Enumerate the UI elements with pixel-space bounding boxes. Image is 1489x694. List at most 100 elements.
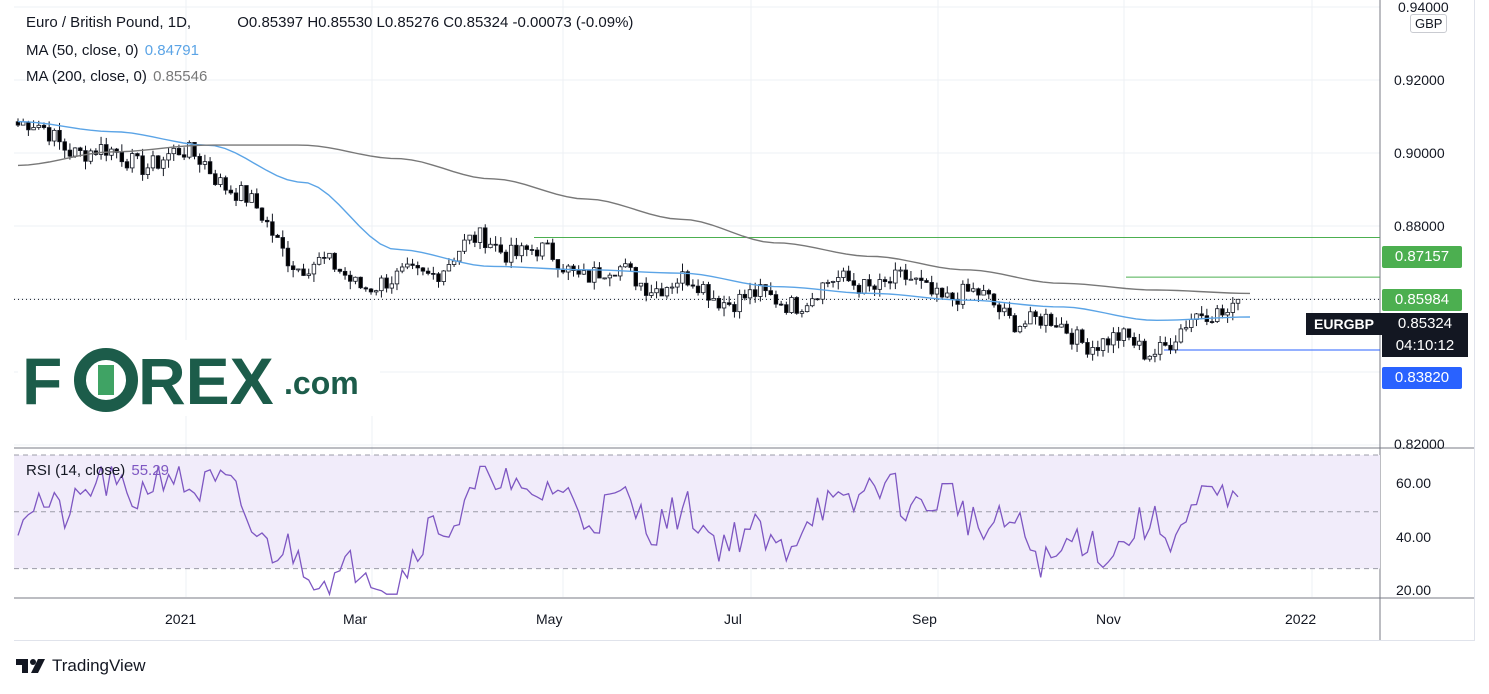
candle-body: [98, 144, 104, 155]
candle-body: [685, 271, 690, 286]
candle-body: [1090, 347, 1095, 355]
candle-body: [1033, 311, 1038, 317]
rsi-tick-60: 60.00: [1396, 475, 1432, 491]
rsi-legend[interactable]: RSI (14, close) 55.29: [26, 462, 169, 479]
candle-body: [711, 297, 716, 301]
candle-body: [1225, 312, 1230, 316]
currency-label[interactable]: GBP: [1410, 14, 1448, 33]
resistance-lower-tag[interactable]: 0.85984: [1382, 289, 1462, 311]
forex-logo-graphic: F REX .com: [22, 344, 359, 416]
candle-body: [1043, 313, 1049, 326]
bar-countdown: 04:10:12: [1395, 337, 1455, 354]
candle-body: [929, 282, 934, 295]
candle-body: [1152, 353, 1158, 357]
candle-body: [1111, 332, 1116, 346]
candle-body: [1147, 355, 1152, 360]
candle-body: [218, 177, 223, 185]
candle-body: [67, 149, 73, 157]
candle-body: [368, 288, 374, 293]
candle-body: [727, 302, 732, 305]
resistance-upper-tag[interactable]: 0.87157: [1382, 246, 1462, 268]
price-tick-092: 0.92000: [1394, 72, 1445, 88]
candle-body: [960, 283, 966, 305]
candle-body: [1209, 321, 1215, 323]
candle-body: [337, 268, 343, 272]
candle-body: [130, 153, 135, 169]
support-tag[interactable]: 0.83820: [1382, 367, 1462, 389]
candle-body: [545, 242, 550, 245]
forex-logo-o: [74, 348, 138, 412]
candle-body: [166, 153, 171, 161]
rsi-tick-20: 20.00: [1396, 582, 1432, 598]
candle-body: [862, 279, 867, 294]
candle-body: [316, 256, 322, 265]
current-price: 0.85324: [1397, 315, 1453, 332]
candle-body: [436, 273, 441, 282]
chart-canvas[interactable]: [14, 0, 1474, 640]
candle-body: [327, 252, 332, 259]
candle-body: [773, 294, 779, 305]
candle-body: [405, 263, 410, 268]
candle-body: [820, 282, 825, 300]
candle-body: [441, 270, 446, 282]
tradingview-footer[interactable]: TradingView: [16, 656, 146, 676]
candle-body: [789, 297, 794, 313]
candle-body: [78, 147, 83, 152]
candle-body: [654, 288, 659, 294]
candle-body: [322, 256, 327, 259]
candle-body: [1178, 328, 1184, 343]
candle-body: [72, 147, 78, 157]
current-price-tag[interactable]: 0.85324 04:10:12: [1382, 313, 1468, 357]
candle-body: [181, 154, 187, 158]
chart-frame[interactable]: [14, 0, 1475, 641]
candle-body: [290, 265, 296, 271]
candle-body: [1028, 311, 1033, 325]
forex-logo-o-mark: [98, 365, 114, 395]
candle-body: [176, 147, 182, 156]
candle-body: [62, 141, 67, 151]
candle-body: [825, 282, 831, 284]
candle-body: [493, 243, 498, 246]
candle-body: [903, 269, 908, 280]
symbol-tag[interactable]: EURGBP: [1306, 313, 1382, 335]
candle-body: [1157, 342, 1163, 355]
candle-body: [1080, 329, 1085, 343]
candle-body: [908, 278, 914, 281]
candle-body: [124, 161, 130, 169]
candle-body: [57, 129, 62, 143]
candle-body: [519, 245, 524, 257]
candle-body: [457, 250, 462, 262]
candle-body: [46, 127, 52, 142]
candle-body: [669, 286, 675, 289]
candle-body: [275, 234, 280, 238]
candle-body: [301, 268, 306, 276]
candle-body: [1121, 328, 1126, 341]
symbol-legend: Euro / British Pound, 1D, O0.85397 H0.85…: [26, 14, 633, 31]
symbol-name[interactable]: Euro / British Pound, 1D,: [26, 14, 192, 31]
candle-body: [508, 244, 514, 263]
candle-body: [306, 273, 311, 276]
candle-body: [763, 284, 768, 292]
rsi-value: 55.29: [131, 462, 169, 479]
candle-body: [1017, 325, 1023, 333]
ma200-legend[interactable]: MA (200, close, 0) 0.85546: [26, 68, 207, 85]
candle-body: [472, 234, 478, 243]
candle-body: [197, 155, 202, 165]
candle-body: [467, 234, 472, 241]
candle-body: [571, 265, 576, 271]
ma50-legend[interactable]: MA (50, close, 0) 0.84791: [26, 42, 199, 59]
candle-body: [1142, 340, 1147, 360]
candle-body: [758, 284, 763, 297]
candle-body: [285, 247, 291, 267]
candle-body: [399, 266, 405, 272]
candle-body: [1183, 327, 1189, 330]
candle-body: [841, 270, 846, 278]
candle-body: [742, 293, 748, 299]
candle-body: [836, 277, 841, 282]
candle-body: [26, 121, 31, 131]
candle-body: [1137, 340, 1142, 346]
candle-body: [524, 245, 529, 250]
candle-body: [877, 279, 882, 290]
candle-body: [664, 287, 670, 297]
candle-body: [244, 185, 249, 203]
